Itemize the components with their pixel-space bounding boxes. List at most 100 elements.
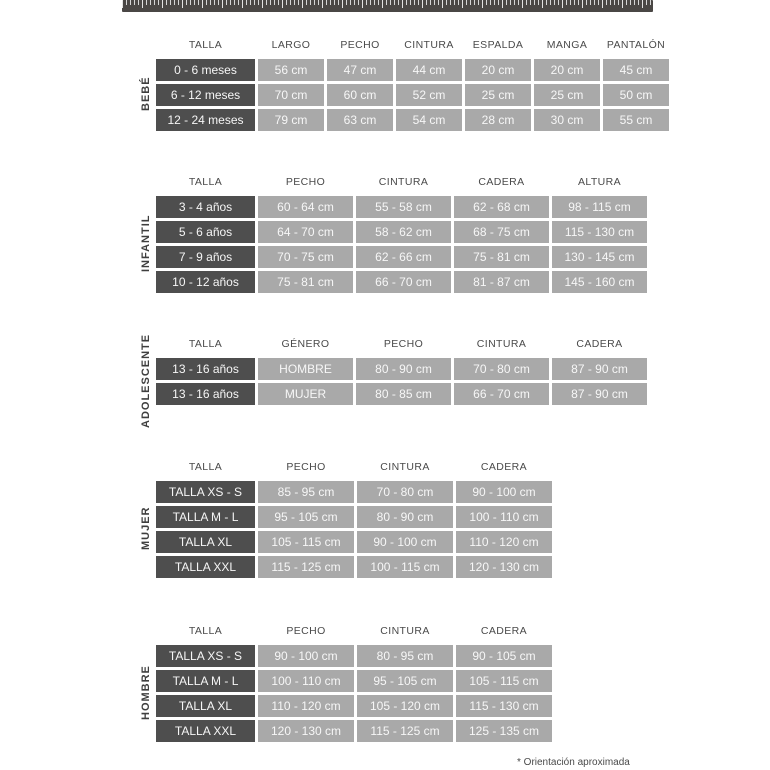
measurement-cell: 64 - 70 cm — [258, 221, 353, 243]
size-label-cell: 10 - 12 años — [156, 271, 255, 293]
column-header: TALLA — [188, 460, 223, 473]
measurement-cell: 105 - 115 cm — [258, 531, 354, 553]
measurement-cell: 28 cm — [465, 109, 531, 131]
measurement-cell: 70 cm — [258, 84, 324, 106]
column-header: ALTURA — [577, 175, 622, 188]
group-label-infantil: INFANTIL — [140, 214, 152, 273]
size-label-cell: 7 - 9 años — [156, 246, 255, 268]
measurement-cell: 47 cm — [327, 59, 393, 81]
column-header: TALLA — [188, 38, 223, 51]
measurement-cell: 145 - 160 cm — [552, 271, 647, 293]
table-row: TALLA XXL 120 - 130 cm 115 - 125 cm 125 - 1… — [156, 720, 552, 742]
column-header: PECHO — [286, 624, 326, 637]
measurement-cell: 45 cm — [603, 59, 669, 81]
measurement-cell: 66 - 70 cm — [356, 271, 451, 293]
size-table-hombre: TALLA PECHO CINTURA CADERA TALLA XS - S 90 -… — [153, 616, 555, 745]
measurement-cell: 90 - 100 cm — [258, 645, 354, 667]
group-label-mujer: MUJER — [140, 506, 152, 551]
measurement-cell: 62 - 66 cm — [356, 246, 451, 268]
measurement-cell: 98 - 115 cm — [552, 196, 647, 218]
table-row: TALLA XL 105 - 115 cm 90 - 100 cm 110 - 120… — [156, 531, 552, 553]
table-row: 10 - 12 años 75 - 81 cm 66 - 70 cm 81 - 87 … — [156, 271, 647, 293]
column-header: CADERA — [480, 460, 528, 473]
measurement-cell: 55 cm — [603, 109, 669, 131]
approximate-orientation-note: * Orientación aproximada — [517, 757, 630, 768]
measurement-cell: 80 - 85 cm — [356, 383, 451, 405]
size-label-cell: TALLA XS - S — [156, 645, 255, 667]
measurement-cell: 81 - 87 cm — [454, 271, 549, 293]
size-label-cell: TALLA XL — [156, 531, 255, 553]
measurement-cell: 60 cm — [327, 84, 393, 106]
table-row: 5 - 6 años 64 - 70 cm 58 - 62 cm 68 - 75 cm… — [156, 221, 647, 243]
measurement-cell: 75 - 81 cm — [454, 246, 549, 268]
size-label-cell: TALLA XS - S — [156, 481, 255, 503]
group-label-hombre: HOMBRE — [140, 665, 152, 720]
measurement-cell: 80 - 90 cm — [357, 506, 453, 528]
table-row: 0 - 6 meses 56 cm 47 cm 44 cm 20 cm 20 cm 45 c… — [156, 59, 669, 81]
column-header: CADERA — [576, 337, 623, 350]
column-header: CINTURA — [380, 624, 430, 637]
column-header: CADERA — [480, 624, 528, 637]
measurement-cell: 120 - 130 cm — [456, 556, 552, 578]
measurement-cell: 70 - 80 cm — [454, 358, 549, 380]
size-label-cell: TALLA M - L — [156, 506, 255, 528]
measurement-cell: 75 - 81 cm — [258, 271, 353, 293]
measurement-cell: 20 cm — [534, 59, 600, 81]
measurement-cell: 115 - 125 cm — [357, 720, 453, 742]
measurement-cell: 66 - 70 cm — [454, 383, 549, 405]
measurement-cell: 105 - 115 cm — [456, 670, 552, 692]
measurement-cell: 25 cm — [534, 84, 600, 106]
measurement-cell: 115 - 130 cm — [456, 695, 552, 717]
column-header: LARGO — [271, 38, 311, 51]
size-table-adolescente: TALLA GÉNERO PECHO CINTURA CADERA 13 - 16 añ… — [153, 329, 650, 408]
size-table-section-adolescente: ADOLESCENTE TALLA GÉNERO PECHO CINTURA CADER… — [140, 329, 650, 428]
column-header: CINTURA — [378, 175, 429, 188]
measurement-cell: 120 - 130 cm — [258, 720, 354, 742]
size-table-section-bebe: BEBÉ TALLA LARGO PECHO CINTURA ESPALDA MANGA P… — [140, 33, 669, 131]
measurement-cell: 58 - 62 cm — [356, 221, 451, 243]
measurement-cell: 90 - 105 cm — [456, 645, 552, 667]
column-header: PECHO — [285, 175, 326, 188]
column-header: CADERA — [478, 175, 525, 188]
header-row: TALLA LARGO PECHO CINTURA ESPALDA MANGA PANTAL… — [156, 33, 669, 56]
table-row: TALLA XS - S 90 - 100 cm 80 - 95 cm 90 - 10… — [156, 645, 552, 667]
column-header: ESPALDA — [472, 38, 524, 51]
table-row: TALLA XL 110 - 120 cm 105 - 120 cm 115 - 13… — [156, 695, 552, 717]
measurement-cell: HOMBRE — [258, 358, 353, 380]
size-label-cell: 0 - 6 meses — [156, 59, 255, 81]
table-row: 3 - 4 años 60 - 64 cm 55 - 58 cm 62 - 68 cm… — [156, 196, 647, 218]
size-label-cell: 5 - 6 años — [156, 221, 255, 243]
measurement-cell: 79 cm — [258, 109, 324, 131]
measurement-cell: 95 - 105 cm — [258, 506, 354, 528]
measurement-cell: MUJER — [258, 383, 353, 405]
size-table-section-infantil: INFANTIL TALLA PECHO CINTURA CADERA ALTURA 3… — [140, 167, 650, 296]
table-row: 13 - 16 años MUJER 80 - 85 cm 66 - 70 cm 87 … — [156, 383, 647, 405]
measurement-cell: 25 cm — [465, 84, 531, 106]
group-label-adolescente: ADOLESCENTE — [140, 333, 152, 428]
measurement-cell: 115 - 125 cm — [258, 556, 354, 578]
column-header: PANTALÓN — [606, 38, 666, 51]
size-table-infantil: TALLA PECHO CINTURA CADERA ALTURA 3 - 4 años… — [153, 167, 650, 296]
measurement-cell: 90 - 100 cm — [357, 531, 453, 553]
column-header: MANGA — [546, 38, 588, 51]
measurement-cell: 85 - 95 cm — [258, 481, 354, 503]
column-header: PECHO — [383, 337, 424, 350]
size-label-cell: TALLA XL — [156, 695, 255, 717]
measurement-cell: 115 - 130 cm — [552, 221, 647, 243]
size-table-section-mujer: MUJER TALLA PECHO CINTURA CADERA TALLA XS -… — [140, 455, 552, 578]
table-row: TALLA XXL 115 - 125 cm 100 - 115 cm 120 - 1… — [156, 556, 552, 578]
measurement-cell: 100 - 110 cm — [258, 670, 354, 692]
size-label-cell: 3 - 4 años — [156, 196, 255, 218]
column-header: CINTURA — [404, 38, 454, 51]
measurement-cell: 87 - 90 cm — [552, 383, 647, 405]
table-row: 7 - 9 años 70 - 75 cm 62 - 66 cm 75 - 81 cm… — [156, 246, 647, 268]
column-header: PECHO — [340, 38, 380, 51]
header-row: TALLA PECHO CINTURA CADERA — [156, 455, 552, 478]
measurement-cell: 70 - 75 cm — [258, 246, 353, 268]
measurement-cell: 68 - 75 cm — [454, 221, 549, 243]
column-header: TALLA — [188, 337, 223, 350]
measurement-cell: 60 - 64 cm — [258, 196, 353, 218]
measurement-cell: 125 - 135 cm — [456, 720, 552, 742]
size-label-cell: TALLA M - L — [156, 670, 255, 692]
measurement-cell: 50 cm — [603, 84, 669, 106]
